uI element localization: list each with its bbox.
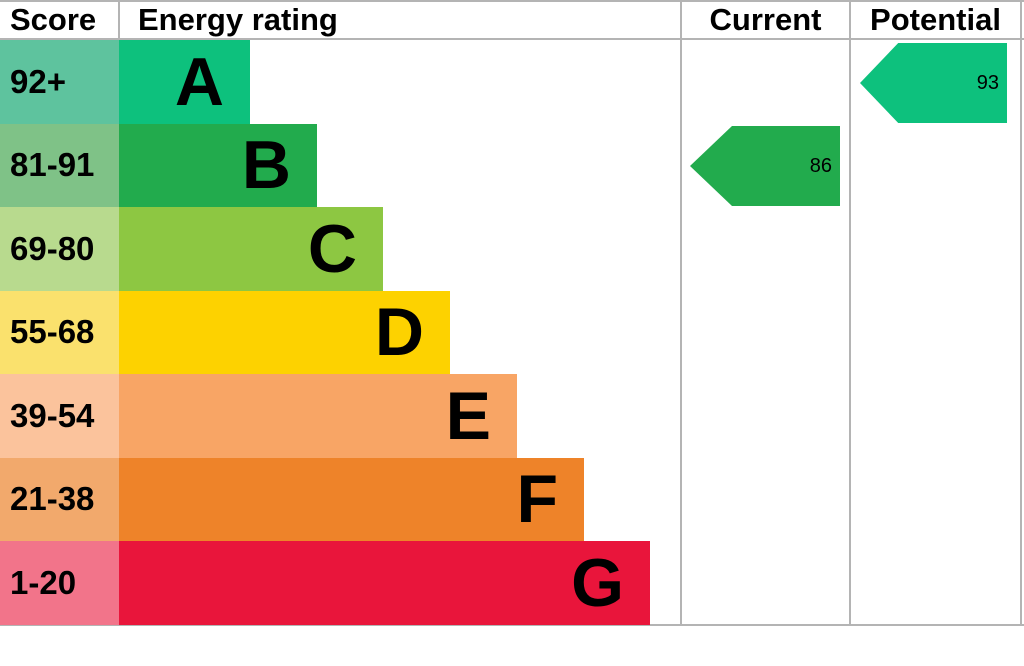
band-letter-a: A	[174, 43, 224, 120]
band-bar-e: E	[119, 374, 517, 458]
rating-band-row-g: 1-20 G	[0, 541, 1024, 625]
band-letter-e: E	[445, 377, 491, 454]
score-range-label-b: 81-91	[0, 123, 119, 207]
potential-rating-value: 93	[976, 71, 999, 94]
right-border-line	[1020, 0, 1022, 626]
band-letter-d: D	[374, 294, 424, 371]
score-range-label-d: 55-68	[0, 290, 119, 374]
header-divider-line	[0, 38, 1024, 40]
score-range-label-c: 69-80	[0, 207, 119, 291]
band-letter-g: G	[571, 544, 624, 621]
rating-band-row-c: 69-80 C	[0, 207, 1024, 291]
score-column-divider	[118, 0, 120, 40]
rating-band-row-d: 55-68 D	[0, 290, 1024, 374]
current-rating-value: 86	[809, 154, 832, 177]
energy-rating-column-header: Energy rating	[138, 2, 338, 37]
potential-column-divider	[849, 0, 851, 626]
band-bar-d: D	[119, 290, 450, 374]
score-range-label-g: 1-20	[0, 541, 119, 625]
band-letter-c: C	[307, 210, 357, 287]
current-column-header: Current	[709, 2, 822, 37]
current-column-divider	[680, 0, 682, 626]
rating-band-row-a: 92+ A	[0, 40, 1024, 124]
band-bar-g: G	[119, 541, 650, 625]
band-bar-f: F	[119, 457, 584, 541]
band-letter-f: F	[516, 461, 558, 538]
score-range-label-a: 92+	[0, 40, 119, 124]
band-bar-a: A	[119, 40, 250, 124]
rating-band-row-f: 21-38 F	[0, 457, 1024, 541]
score-column-header: Score	[10, 2, 97, 37]
band-bar-b: B	[119, 123, 317, 207]
rating-band-row-e: 39-54 E	[0, 374, 1024, 458]
band-letter-b: B	[241, 127, 291, 204]
score-range-label-f: 21-38	[0, 457, 119, 541]
potential-column-header: Potential	[870, 2, 1001, 37]
score-range-label-e: 39-54	[0, 374, 119, 458]
bottom-border-line	[0, 624, 1024, 626]
band-bar-c: C	[119, 207, 383, 291]
rating-band-row-b: 81-91 B	[0, 123, 1024, 207]
top-border-line	[0, 0, 1024, 2]
